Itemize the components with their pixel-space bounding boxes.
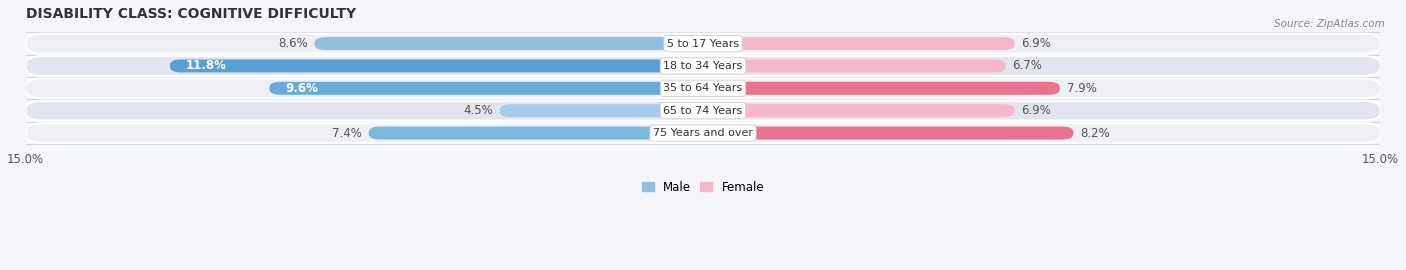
FancyBboxPatch shape: [499, 104, 703, 117]
FancyBboxPatch shape: [270, 82, 703, 95]
Text: 8.2%: 8.2%: [1080, 127, 1109, 140]
FancyBboxPatch shape: [25, 56, 1381, 76]
Text: 5 to 17 Years: 5 to 17 Years: [666, 39, 740, 49]
Text: 18 to 34 Years: 18 to 34 Years: [664, 61, 742, 71]
FancyBboxPatch shape: [703, 82, 1060, 95]
Text: 4.5%: 4.5%: [463, 104, 494, 117]
Text: 9.6%: 9.6%: [285, 82, 318, 95]
FancyBboxPatch shape: [315, 37, 703, 50]
Text: 65 to 74 Years: 65 to 74 Years: [664, 106, 742, 116]
FancyBboxPatch shape: [25, 34, 1381, 53]
Text: 8.6%: 8.6%: [278, 37, 308, 50]
FancyBboxPatch shape: [170, 59, 703, 72]
FancyBboxPatch shape: [703, 127, 1073, 140]
Text: 7.9%: 7.9%: [1067, 82, 1097, 95]
FancyBboxPatch shape: [25, 101, 1381, 120]
FancyBboxPatch shape: [703, 37, 1015, 50]
Text: 6.9%: 6.9%: [1021, 104, 1052, 117]
FancyBboxPatch shape: [25, 123, 1381, 143]
FancyBboxPatch shape: [25, 79, 1381, 98]
FancyBboxPatch shape: [703, 59, 1005, 72]
FancyBboxPatch shape: [368, 127, 703, 140]
Text: 11.8%: 11.8%: [186, 59, 226, 72]
Text: 75 Years and over: 75 Years and over: [652, 128, 754, 138]
Text: 6.9%: 6.9%: [1021, 37, 1052, 50]
Text: Source: ZipAtlas.com: Source: ZipAtlas.com: [1274, 19, 1385, 29]
Text: 6.7%: 6.7%: [1012, 59, 1042, 72]
Legend: Male, Female: Male, Female: [637, 176, 769, 198]
Text: DISABILITY CLASS: COGNITIVE DIFFICULTY: DISABILITY CLASS: COGNITIVE DIFFICULTY: [25, 7, 356, 21]
Text: 7.4%: 7.4%: [332, 127, 361, 140]
FancyBboxPatch shape: [703, 104, 1015, 117]
Text: 35 to 64 Years: 35 to 64 Years: [664, 83, 742, 93]
